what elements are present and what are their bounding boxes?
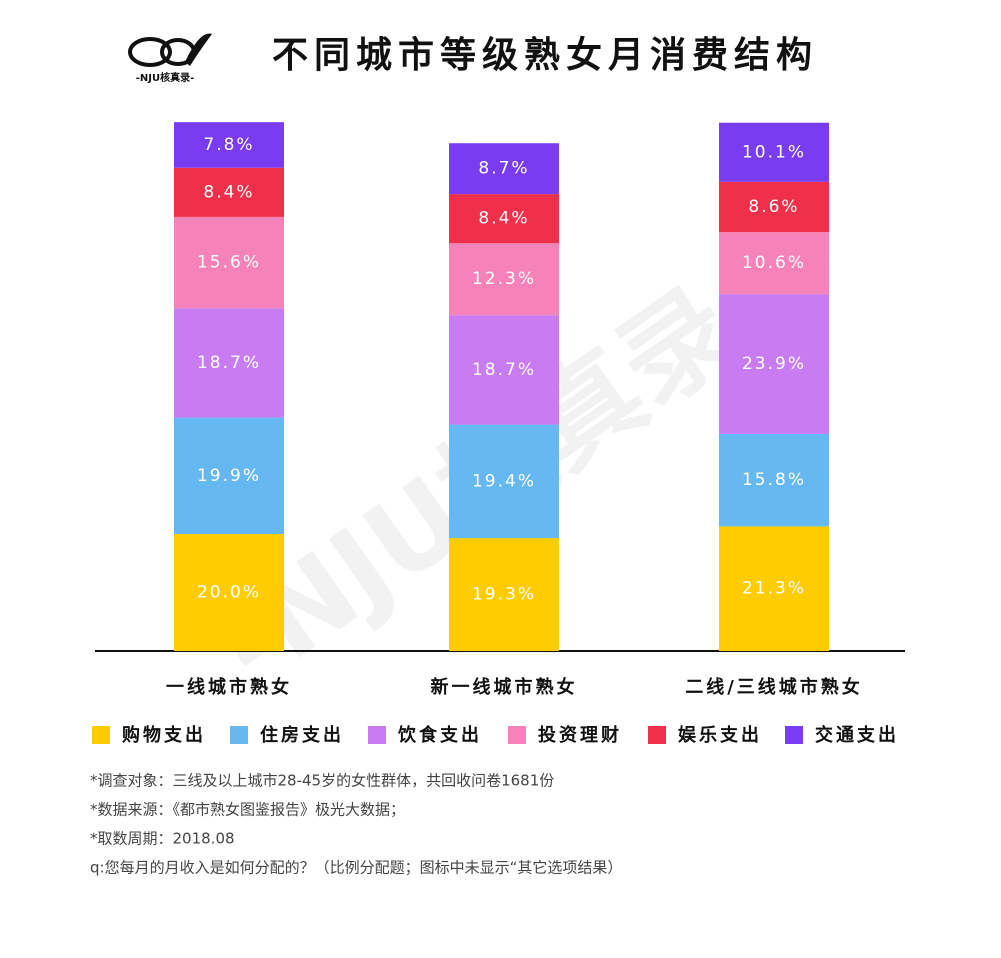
- legend-label: 饮食支出: [397, 724, 482, 746]
- bar-segment: [174, 216, 284, 309]
- bar-segment: [174, 308, 284, 418]
- legend-label: 购物支出: [122, 724, 206, 746]
- bar-segment: [719, 181, 829, 233]
- x-tick-label: 新一线城市熟女: [431, 676, 578, 698]
- legend-swatch: [368, 726, 386, 744]
- value-label: 8.6%: [748, 197, 799, 217]
- logo-ring: [128, 37, 172, 67]
- value-label: 18.7%: [197, 353, 261, 373]
- legend-swatch: [508, 726, 526, 744]
- bar-segment: [449, 194, 559, 244]
- value-label: 8.4%: [478, 209, 529, 229]
- x-tick-label: 二线/三线城市熟女: [685, 676, 863, 698]
- legend-label: 交通支出: [815, 724, 899, 746]
- bar-segment: [449, 243, 559, 316]
- note: *调查对象：三线及以上城市28-45岁的女性群体，共回收问卷1681份: [90, 772, 554, 790]
- value-label: 7.8%: [203, 135, 254, 155]
- value-label: 8.4%: [203, 182, 254, 202]
- legend-swatch: [648, 726, 666, 744]
- bar-segment: [449, 143, 559, 195]
- value-label: 19.4%: [472, 471, 536, 491]
- note: *数据来源：《都市熟女图鉴报告》极光大数据；: [90, 801, 405, 819]
- bar-segment: [719, 232, 829, 295]
- value-label: 19.9%: [197, 466, 261, 486]
- value-label: 18.7%: [472, 360, 536, 380]
- bar-segment: [174, 122, 284, 168]
- bar-segment: [719, 433, 829, 527]
- value-label: 23.9%: [742, 354, 806, 374]
- bar-segment: [449, 424, 559, 539]
- logo-leaf: [185, 33, 212, 66]
- legend-swatch: [92, 726, 110, 744]
- bar-segment: [174, 534, 284, 651]
- value-label: 12.3%: [472, 269, 536, 289]
- value-label: 15.6%: [197, 253, 261, 273]
- chart-title: 不同城市等级熟女月消费结构: [272, 35, 818, 76]
- value-label: 15.8%: [742, 470, 806, 490]
- value-label: 19.3%: [472, 585, 536, 605]
- legend-label: 娱乐支出: [678, 724, 762, 746]
- note: q:您每月的月收入是如何分配的？（比例分配题；图标中未显示“其它选项结果）: [90, 859, 622, 877]
- bar-segment: [174, 167, 284, 217]
- bar-segment: [174, 417, 284, 534]
- bar-segment: [719, 122, 829, 182]
- legend-swatch: [785, 726, 803, 744]
- legend-swatch: [230, 726, 248, 744]
- logo-text: -NJU核真录-: [136, 71, 195, 84]
- note: *取数周期：2018.08: [90, 830, 235, 848]
- value-label: 21.3%: [742, 579, 806, 599]
- logo: -NJU核真录-: [128, 33, 212, 84]
- value-label: 8.7%: [478, 159, 529, 179]
- x-tick-label: 一线城市熟女: [166, 676, 292, 698]
- bar-segment: [719, 294, 829, 434]
- legend-label: 住房支出: [260, 724, 344, 746]
- bar-segment: [719, 526, 829, 651]
- value-label: 20.0%: [197, 583, 261, 603]
- bar-segment: [449, 315, 559, 425]
- bar-segment: [449, 538, 559, 651]
- value-label: 10.6%: [742, 253, 806, 273]
- value-label: 10.1%: [742, 142, 806, 162]
- legend-label: 投资理财: [538, 724, 622, 746]
